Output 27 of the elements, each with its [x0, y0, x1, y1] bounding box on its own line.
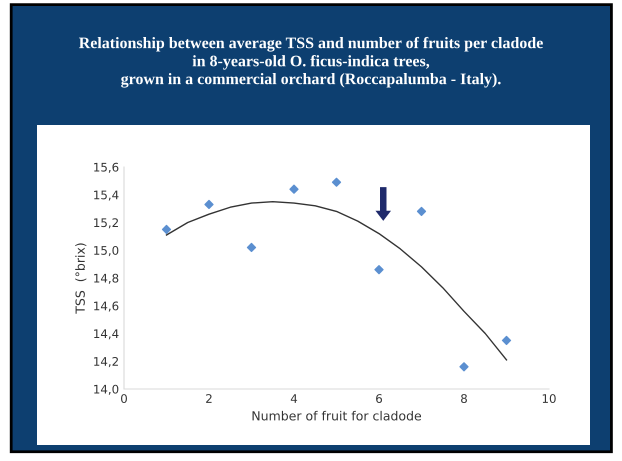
- y-tick-label: 15,4: [94, 190, 118, 201]
- point: [204, 200, 214, 210]
- y-tick-label: 14,4: [94, 329, 118, 340]
- x-tick-label: 10: [542, 394, 556, 403]
- point: [289, 184, 299, 194]
- y-tick-label: 15,6: [94, 162, 118, 173]
- y-axis-title: TSS (°brix): [75, 243, 86, 314]
- x-tick-label: 0: [121, 394, 127, 403]
- y-tick-label: 14,2: [94, 356, 118, 368]
- x-tick-label: 2: [206, 394, 212, 403]
- point: [374, 265, 384, 274]
- point: [332, 178, 342, 187]
- x-tick-label: 8: [461, 394, 467, 403]
- y-tick-label: 14,6: [94, 301, 118, 312]
- x-tick-label: 6: [376, 394, 382, 403]
- point: [246, 242, 256, 252]
- chart-title: Relationship between average TSS and number of fruits per cladode in 8-years-old O. ficus-indica trees, grown in a commercial orchard (Roccapalumba - Italy).: [78, 36, 543, 88]
- x-axis-title: Number of fruit for cladode: [252, 410, 422, 421]
- y-tick-label: 14,0: [94, 384, 118, 395]
- point: [162, 224, 172, 234]
- y-tick-label: 14,8: [94, 274, 118, 284]
- point: [459, 362, 469, 372]
- y-tick-label: 15,2: [94, 218, 118, 228]
- x-tick-label: 4: [290, 394, 298, 403]
- y-tick-label: 15,0: [94, 246, 118, 256]
- point: [416, 206, 426, 216]
- point: [502, 336, 512, 346]
